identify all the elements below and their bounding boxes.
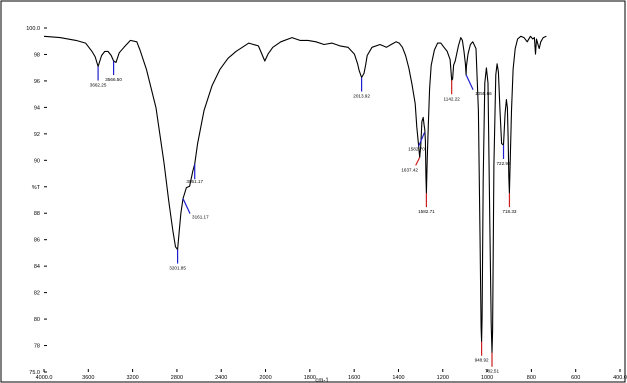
x-tick-label: 2400: [215, 375, 227, 381]
peak-label: 1142.22: [444, 96, 461, 101]
peak-marker: [465, 74, 474, 91]
peak-label: 3662.25: [90, 83, 107, 88]
peak-label: 3201.85: [169, 266, 186, 271]
y-tick-label: 86: [34, 238, 40, 244]
x-axis: 4000.0 3600 3200 2800 2400 2000 1800 1600 1400 12…: [36, 369, 627, 381]
x-tick-label: 4000.0: [36, 375, 53, 381]
y-tick-label: 84: [34, 264, 40, 270]
peak-label: 2013.92: [353, 94, 370, 99]
y-tick-label: 88: [34, 211, 40, 217]
x-tick-label: 3600: [82, 375, 94, 381]
peak-label: 1055.66: [475, 91, 492, 96]
x-tick-label: 1200: [437, 375, 449, 381]
peak-label: 3566.50: [105, 77, 122, 82]
y-tick-label: 98: [34, 52, 40, 58]
peak-marker: [182, 198, 191, 214]
peak-label: 948.92: [475, 358, 489, 363]
y-tick-label: 96: [34, 79, 40, 85]
x-tick-label: 1600: [348, 375, 360, 381]
y-axis: 100.0 98 96 94 92 90 %T 88 86 84 82 80 78 75.0: [26, 26, 47, 376]
y-tick-label: 82: [34, 291, 40, 297]
x-tick-label: 2000: [259, 375, 271, 381]
y-tick-label: 80: [34, 317, 40, 323]
y-tick-label: 94: [34, 105, 40, 111]
x-tick-label: 1000: [481, 375, 493, 381]
x-tick-label: 400.0: [613, 375, 627, 381]
x-tick-label: 600: [571, 375, 580, 381]
y-tick-label: 75.0: [29, 370, 40, 376]
y-tick-label: 100.0: [26, 26, 40, 32]
peak-label: 1582.71: [418, 209, 435, 214]
peak-label: 782.51: [485, 369, 499, 374]
peak-label: 3161.17: [192, 215, 209, 220]
peak-label: 1637.42: [401, 167, 418, 172]
peak-marker: [417, 132, 426, 147]
y-tick-label: 78: [34, 344, 40, 350]
x-tick-label: 1400: [392, 375, 404, 381]
x-tick-label: 3200: [126, 375, 138, 381]
peak-label: 718.33: [502, 209, 516, 214]
y-tick-label: 90: [34, 158, 40, 164]
y-tick-label: 92: [34, 132, 40, 138]
x-axis-label: cm-1: [315, 378, 329, 383]
peak-label: 722.99: [496, 161, 510, 166]
x-tick-label: 800: [527, 375, 536, 381]
peak-label: 1582.70: [408, 147, 425, 152]
peak-marker: [415, 157, 421, 166]
y-tick-label: %T: [32, 185, 41, 191]
x-tick-label: 1800: [304, 375, 316, 381]
peak-label: 3051.17: [186, 179, 203, 184]
spectrum-trace: [43, 35, 547, 354]
x-tick-label: 2800: [171, 375, 183, 381]
